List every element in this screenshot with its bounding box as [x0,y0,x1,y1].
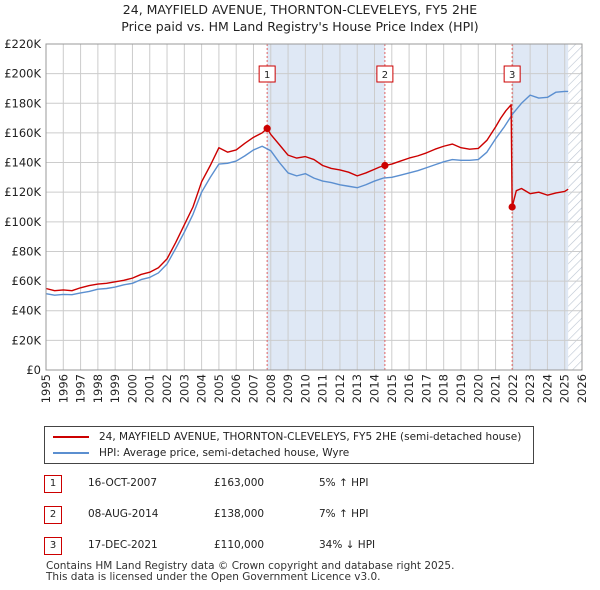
sale-point [508,203,516,211]
y-tick-label: £140K [4,156,41,170]
x-tick-label: 2019 [454,374,468,403]
x-tick-label: 1996 [56,374,70,403]
sale-price: £138,000 [214,508,265,520]
x-tick-label: 2011 [316,374,330,403]
legend-swatch-price-paid [53,436,89,438]
x-tick-label: 2004 [195,374,209,403]
y-tick-label: £20K [12,333,42,347]
sale-point [381,161,389,170]
x-tick-label: 2000 [125,374,139,403]
sale-hpi-diff: 5% ↑ HPI [319,477,369,489]
x-tick-label: 2024 [540,374,554,403]
x-tick-label: 2003 [177,374,191,403]
y-tick-label: £120K [4,185,41,199]
sale-number-badge: 1 [44,475,62,493]
sale-date: 08-AUG-2014 [88,508,159,520]
x-tick-label: 2009 [281,374,295,403]
sale-point [263,124,271,133]
sale-marker-label: 1 [264,70,270,81]
x-tick-label: 2008 [264,374,278,403]
x-tick-label: 2005 [212,374,226,403]
x-tick-label: 2016 [402,374,416,403]
x-tick-label: 2002 [160,374,174,403]
footer-line-2: This data is licensed under the Open Gov… [46,571,381,583]
y-tick-label: £180K [4,96,41,110]
legend-item-price-paid: 24, MAYFIELD AVENUE, THORNTON-CLEVELEYS,… [53,429,521,445]
x-tick-label: 2007 [246,374,260,403]
footer-line-1: Contains HM Land Registry data © Crown c… [46,560,455,572]
x-tick-label: 2010 [298,374,312,403]
sale-price: £163,000 [214,477,265,489]
x-tick-label: 1999 [108,374,122,403]
sale-row: 2 08-AUG-2014 £138,000 7% ↑ HPI [44,506,544,526]
x-tick-label: 2025 [558,374,572,403]
sale-row: 3 17-DEC-2021 £110,000 34% ↓ HPI [44,537,544,557]
forecast-hatch [568,44,582,370]
x-tick-label: 1998 [91,374,105,403]
chart-legend: 24, MAYFIELD AVENUE, THORNTON-CLEVELEYS,… [44,426,534,464]
y-tick-label: £220K [4,37,41,51]
x-tick-label: 2015 [385,374,399,403]
x-tick-label: 1997 [74,374,88,403]
x-tick-label: 2017 [419,374,433,403]
series-line-price-paid [45,104,569,292]
shaded-period [267,44,385,370]
legend-swatch-hpi [53,452,89,454]
sale-row: 1 16-OCT-2007 £163,000 5% ↑ HPI [44,475,544,495]
x-tick-label: 2023 [523,374,537,403]
y-tick-label: £160K [4,126,41,140]
sale-hpi-diff: 34% ↓ HPI [319,539,376,551]
x-tick-label: 2013 [350,374,364,403]
chart-title: 24, MAYFIELD AVENUE, THORNTON-CLEVELEYS,… [122,2,478,17]
sale-marker-badge [258,65,276,83]
price-chart: 1 2 3 £0 £20K £40K £60K £80K £100K £120K £140K £16… [4,37,589,403]
sale-hpi-diff: 7% ↑ HPI [319,508,369,520]
y-tick-label: £200K [4,67,41,81]
y-tick-label: £40K [12,304,42,318]
sale-price: £110,000 [214,539,265,551]
chart-subtitle: Price paid vs. HM Land Registry's House … [121,19,479,34]
series-line-hpi [45,90,569,296]
x-tick-label: 2021 [489,374,503,403]
sale-number-badge: 2 [44,506,62,524]
x-tick-label: 1995 [39,374,53,403]
sale-date: 16-OCT-2007 [88,477,157,489]
legend-item-hpi: HPI: Average price, semi-detached house,… [53,445,349,461]
y-tick-label: £0 [26,363,41,377]
footer-attribution: Contains HM Land Registry data © Crown c… [46,561,454,583]
x-tick-label: 2001 [143,374,157,403]
legend-label-price-paid: 24, MAYFIELD AVENUE, THORNTON-CLEVELEYS,… [99,431,522,443]
x-tick-label: 2018 [437,374,451,403]
legend-label-hpi: HPI: Average price, semi-detached house,… [99,447,350,459]
x-tick-label: 2026 [575,374,589,403]
y-tick-label: £80K [12,244,42,258]
sale-number-badge: 3 [44,537,62,555]
sale-marker-label: 3 [509,70,515,81]
x-tick-label: 2006 [229,374,243,403]
sale-marker-badge [503,65,521,83]
y-tick-label: £60K [12,274,42,288]
x-tick-label: 2014 [368,374,382,403]
plot-frame [45,43,583,371]
shaded-period [512,44,569,370]
sale-marker-label: 2 [382,70,388,81]
x-tick-label: 2022 [506,374,520,403]
sale-date: 17-DEC-2021 [88,539,158,551]
y-tick-label: £100K [4,215,41,229]
sale-marker-badge [376,65,394,83]
x-tick-label: 2020 [471,374,485,403]
x-tick-label: 2012 [333,374,347,403]
